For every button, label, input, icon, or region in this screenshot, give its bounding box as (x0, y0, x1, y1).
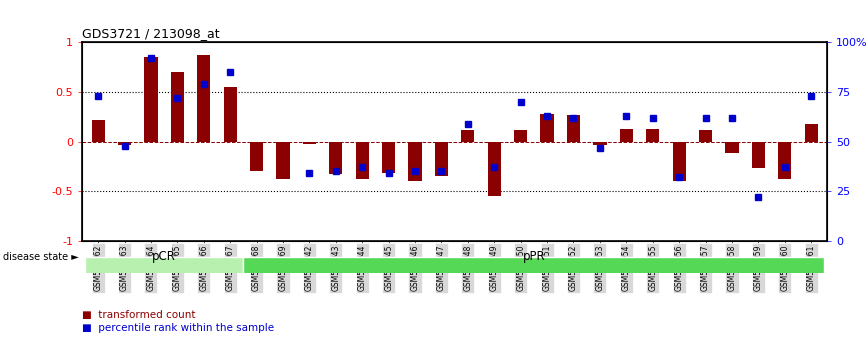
Bar (197, 55, 210, 142)
Bar (329, 142, 342, 174)
Bar (356, 142, 369, 179)
Bar (243, 257, 824, 289)
Bar (752, 142, 765, 169)
Bar (726, 142, 739, 154)
Bar (488, 142, 501, 196)
Bar (85, 257, 243, 289)
Bar (514, 130, 527, 142)
Bar (435, 142, 448, 176)
Text: pCR: pCR (152, 250, 176, 263)
Bar (223, 87, 236, 142)
Bar (779, 142, 792, 179)
Bar (593, 142, 606, 144)
Bar (171, 72, 184, 142)
Bar (382, 142, 395, 173)
Bar (409, 142, 422, 181)
Bar (620, 129, 633, 142)
Bar (540, 114, 553, 142)
Bar (303, 142, 316, 144)
Text: ■  percentile rank within the sample: ■ percentile rank within the sample (82, 323, 275, 333)
Bar (567, 115, 580, 142)
Bar (673, 142, 686, 181)
Text: GDS3721 / 213098_at: GDS3721 / 213098_at (82, 27, 220, 40)
Bar (646, 129, 659, 142)
Bar (805, 124, 818, 142)
Bar (92, 120, 105, 142)
Bar (145, 57, 158, 142)
Bar (462, 130, 475, 142)
Bar (276, 142, 289, 179)
Text: pPR: pPR (522, 250, 546, 263)
Bar (250, 142, 263, 171)
Text: ■  transformed count: ■ transformed count (82, 310, 196, 320)
Bar (699, 130, 712, 142)
Bar (118, 142, 131, 144)
Text: disease state ►: disease state ► (3, 252, 78, 262)
